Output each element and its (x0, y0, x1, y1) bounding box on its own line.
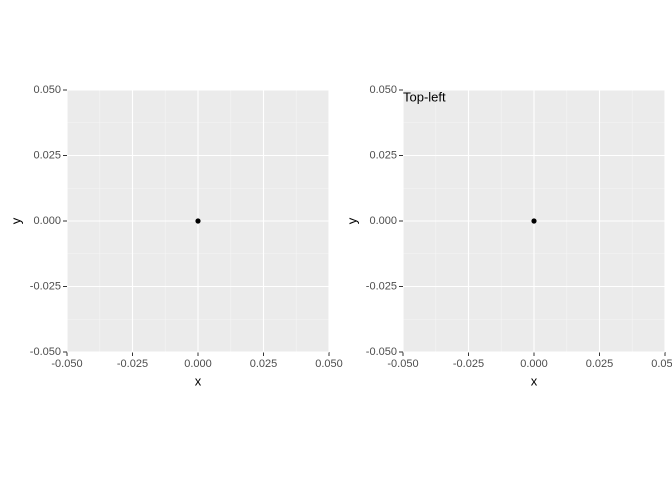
x-tick-label: 0.000 (520, 358, 548, 370)
x-tick-label: 0.050 (651, 358, 672, 370)
x-tick-label: -0.025 (117, 358, 148, 370)
y-tick-label: -0.025 (366, 280, 397, 292)
x-tick-label: 0.025 (586, 358, 614, 370)
x-tick-label: -0.025 (453, 358, 484, 370)
x-tick-label: 0.050 (315, 358, 343, 370)
x-tick-label: 0.025 (250, 358, 278, 370)
y-tick-label: 0.025 (33, 149, 61, 161)
y-axis-title: y (8, 217, 23, 224)
point (531, 218, 537, 224)
x-tick-label: -0.050 (51, 358, 82, 370)
y-tick-label: -0.050 (30, 346, 61, 358)
x-tick-label: 0.000 (184, 358, 212, 370)
y-tick-label: -0.025 (30, 280, 61, 292)
x-axis-title: x (531, 373, 538, 388)
y-tick-label: -0.050 (366, 346, 397, 358)
x-tick-label: -0.050 (387, 358, 418, 370)
x-axis-title: x (195, 373, 202, 388)
y-tick-label: 0.050 (33, 84, 61, 96)
y-tick-label: 0.050 (369, 84, 397, 96)
y-tick-label: 0.025 (369, 149, 397, 161)
annotation: Top-left (403, 89, 446, 104)
y-axis-title: y (344, 217, 359, 224)
y-tick-label: 0.000 (33, 215, 61, 227)
point (195, 218, 201, 224)
y-tick-label: 0.000 (369, 215, 397, 227)
